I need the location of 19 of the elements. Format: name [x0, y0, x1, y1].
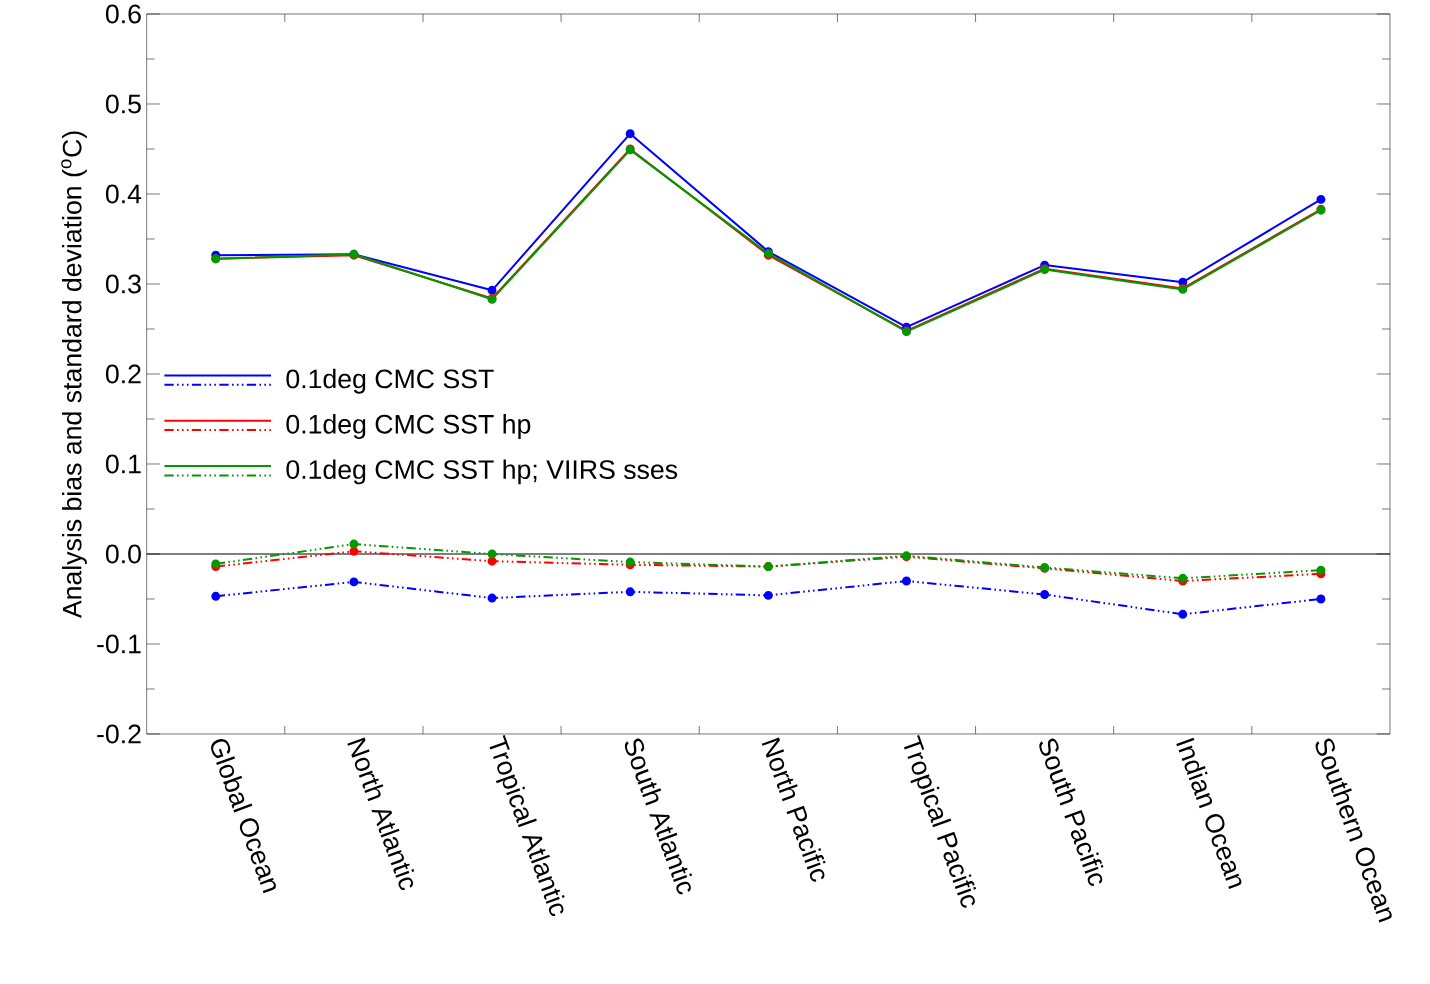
legend-label: 0.1deg CMC SST hp: [286, 414, 531, 439]
legend-label: 0.1deg CMC SST: [286, 368, 494, 394]
x-tick-label: South Pacific: [1039, 738, 1104, 886]
x-tick-label: Indian Ocean: [1176, 737, 1242, 890]
x-tick-label: North Atlantic: [347, 737, 415, 891]
x-tick-label: North Pacific: [761, 737, 826, 882]
y-tick-label: 0.2: [105, 364, 141, 384]
y-tick-label: 0.3: [105, 274, 141, 294]
y-tick-label: 0.4: [105, 184, 142, 204]
y-tick-label: -0.2: [97, 724, 141, 744]
y-tick-label: 0.0: [105, 544, 141, 564]
x-tick-label: Global Ocean: [211, 738, 276, 894]
y-tick-label: -0.1: [97, 634, 141, 654]
y-tick-label: 0.6: [105, 4, 141, 24]
y-axis-title: Analysis bias and standard deviation ($^{o}$C): [61, 131, 87, 619]
x-tick-label: South Atlantic: [624, 738, 693, 895]
legend-label: 0.1deg CMC SST hp; VIIRS sses: [286, 459, 678, 485]
y-tick-label: 0.5: [105, 94, 141, 114]
y-tick-label: 0.1: [105, 454, 141, 474]
